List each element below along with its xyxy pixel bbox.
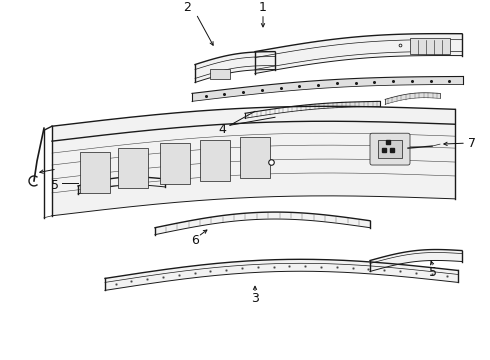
Text: 5: 5 [429, 266, 437, 279]
Polygon shape [105, 259, 458, 291]
Bar [410, 38, 450, 54]
Polygon shape [370, 249, 462, 271]
Bar [378, 140, 402, 158]
Text: 1: 1 [259, 1, 267, 14]
Polygon shape [195, 51, 275, 82]
Polygon shape [52, 121, 455, 216]
Text: 7: 7 [468, 137, 476, 150]
Text: 5: 5 [51, 179, 59, 192]
Bar [160, 143, 190, 184]
Bar [118, 148, 148, 188]
Text: 3: 3 [251, 292, 259, 305]
Polygon shape [52, 106, 455, 141]
Text: 6: 6 [191, 234, 199, 247]
Bar [240, 138, 270, 178]
Polygon shape [385, 93, 440, 104]
Polygon shape [78, 177, 165, 194]
Polygon shape [255, 33, 462, 73]
Bar [80, 152, 110, 193]
Text: 2: 2 [183, 1, 191, 14]
Bar [210, 69, 230, 79]
Polygon shape [245, 102, 380, 118]
FancyBboxPatch shape [370, 133, 410, 165]
Text: 4: 4 [218, 123, 226, 136]
Bar [200, 140, 230, 181]
Polygon shape [155, 212, 370, 235]
Polygon shape [192, 76, 463, 102]
